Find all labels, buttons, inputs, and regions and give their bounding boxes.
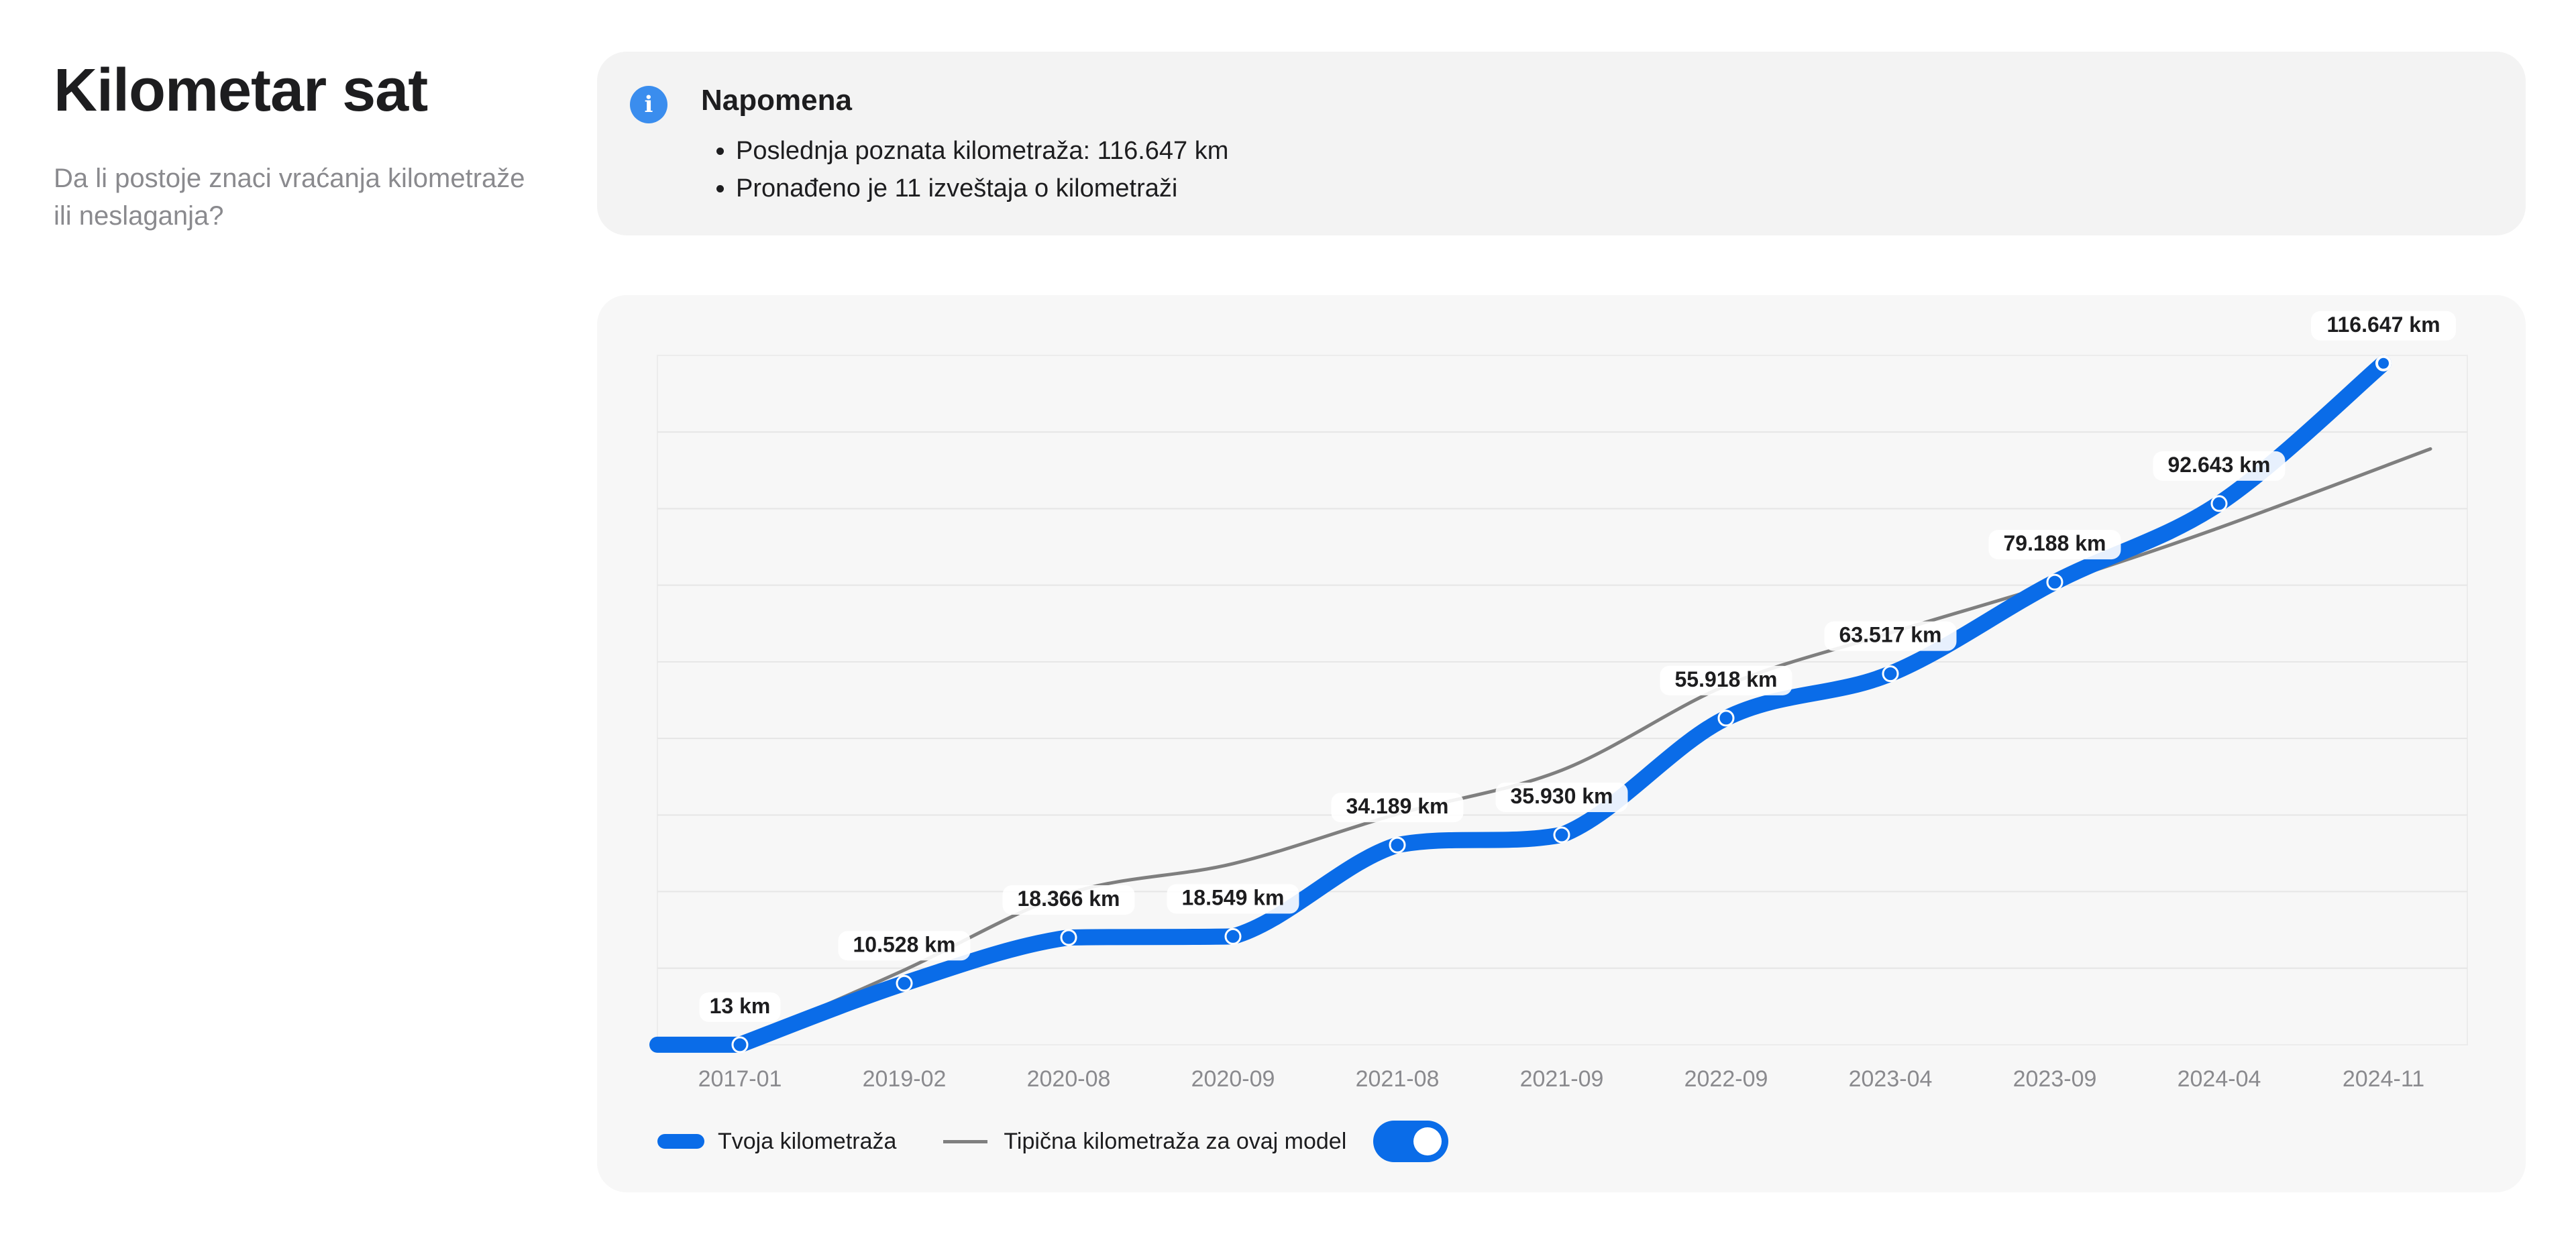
data-label-text: 10.528 km <box>853 932 955 956</box>
x-axis: 2017-01 2019-02 2020-08 2020-09 2021-08 2021-… <box>698 1066 2425 1092</box>
x-tick-label: 2023-09 <box>2013 1066 2097 1092</box>
data-label-text: 13 km <box>710 994 771 1018</box>
typical-mileage-line <box>738 447 2432 1045</box>
data-label: 34.189 km <box>1331 793 1464 823</box>
data-point <box>1882 665 1899 683</box>
header-section: Kilometar sat Da li postoje znaci vraćan… <box>54 54 537 235</box>
x-tick-label: 2021-08 <box>1356 1066 1440 1092</box>
data-label-text: 79.188 km <box>2003 531 2106 555</box>
data-label: 13 km <box>699 992 781 1022</box>
data-point <box>1224 927 1242 945</box>
data-label-bg <box>699 992 781 1022</box>
data-label: 35.930 km <box>1495 782 1628 812</box>
x-tick-label: 2023-04 <box>1849 1066 1933 1092</box>
data-point <box>2210 495 2228 512</box>
x-tick-label: 2024-11 <box>2343 1066 2424 1092</box>
data-label: 10.528 km <box>838 931 971 961</box>
data-point <box>1389 836 1406 854</box>
page-title: Kilometar sat <box>54 57 428 124</box>
data-label: 55.918 km <box>1660 665 1792 695</box>
data-label-text: 18.366 km <box>1017 887 1120 911</box>
toggle-knob <box>1413 1127 1442 1155</box>
data-label-bg <box>1495 782 1628 812</box>
x-tick-label: 2019-02 <box>863 1066 947 1092</box>
page-subtitle: Da li postoje znaci vraćanja kilometraže… <box>54 164 525 231</box>
data-label: 63.517 km <box>1824 621 1957 651</box>
data-point <box>1717 710 1735 727</box>
data-points <box>731 355 2392 1054</box>
x-tick-label: 2020-08 <box>1027 1066 1111 1092</box>
data-point <box>896 974 913 992</box>
data-label-text: 116.647 km <box>2326 313 2440 337</box>
data-label-text: 55.918 km <box>1674 667 1777 691</box>
data-label-text: 63.517 km <box>1839 623 1941 647</box>
legend-swatch-your-mileage <box>657 1134 704 1149</box>
note-list: Poslednja poznata kilometraža: 116.647 k… <box>701 132 1228 207</box>
typical-mileage-toggle[interactable] <box>1373 1121 1449 1162</box>
note-item-report-count: Pronađeno je 11 izveštaja o kilometraži <box>736 170 1228 207</box>
data-label-bg <box>1331 793 1464 823</box>
legend-label-typical-mileage: Tipična kilometraža za ovaj model <box>1004 1128 1347 1154</box>
note-panel: i Napomena Poslednja poznata kilometraža… <box>597 52 2526 235</box>
data-label-bg <box>1660 665 1792 695</box>
data-label-text: 35.930 km <box>1510 784 1613 808</box>
data-point <box>2375 355 2392 372</box>
typical-series <box>738 447 2432 1045</box>
data-label-text: 92.643 km <box>2167 453 2270 477</box>
x-tick-label: 2020-09 <box>1191 1066 1275 1092</box>
data-label-bg <box>2153 451 2286 481</box>
data-point <box>731 1036 749 1054</box>
data-point <box>2046 573 2063 591</box>
x-tick-label: 2021-09 <box>1520 1066 1604 1092</box>
x-tick-label: 2017-01 <box>698 1066 782 1092</box>
x-tick-label: 2022-09 <box>1684 1066 1768 1092</box>
data-label: 116.647 km <box>2311 310 2456 341</box>
x-tick-label: 2024-04 <box>2178 1066 2261 1092</box>
info-icon: i <box>630 86 667 123</box>
data-point <box>1553 826 1570 844</box>
note-title: Napomena <box>701 84 852 117</box>
data-label-bg <box>1002 885 1135 915</box>
data-label-text: 18.549 km <box>1181 885 1284 909</box>
data-label-bg <box>1824 621 1957 651</box>
data-label-text: 34.189 km <box>1346 794 1448 818</box>
chart-legend: Tvoja kilometraža Tipična kilometraža za… <box>597 1120 1449 1163</box>
data-labels: 13 km 10.528 km 18.366 km 18.549 km 34.189 k… <box>699 310 2456 1022</box>
data-label: 92.643 km <box>2153 451 2286 481</box>
legend-label-your-mileage: Tvoja kilometraža <box>718 1128 897 1154</box>
data-label-bg <box>1988 530 2121 560</box>
legend-swatch-typical-mileage <box>943 1139 988 1143</box>
data-label: 79.188 km <box>1988 530 2121 560</box>
data-label-bg <box>2311 310 2456 341</box>
data-label-bg <box>1167 884 1299 914</box>
data-point <box>1060 929 1077 946</box>
note-item-last-mileage: Poslednja poznata kilometraža: 116.647 k… <box>736 132 1228 170</box>
data-label: 18.366 km <box>1002 885 1135 915</box>
data-label-bg <box>838 931 971 961</box>
data-label: 18.549 km <box>1167 884 1299 914</box>
